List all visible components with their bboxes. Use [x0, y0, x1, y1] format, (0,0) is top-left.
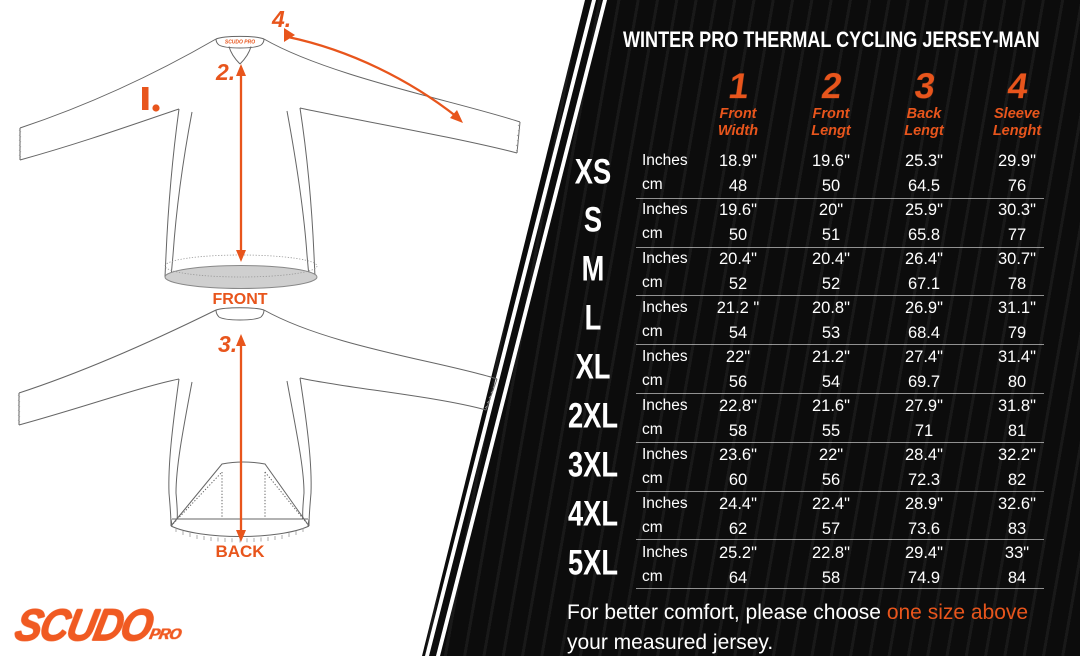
- svg-text:2.: 2.: [215, 59, 235, 85]
- svg-text:BACK: BACK: [215, 542, 265, 561]
- svg-text:4.: 4.: [271, 6, 291, 32]
- svg-text:SCUDO PRO: SCUDO PRO: [225, 40, 255, 46]
- svg-text:3.: 3.: [218, 331, 237, 357]
